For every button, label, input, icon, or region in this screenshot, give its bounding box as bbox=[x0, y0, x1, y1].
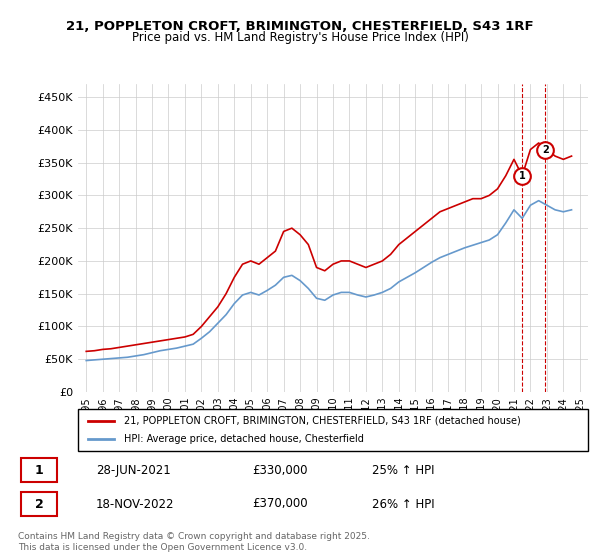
Text: 18-NOV-2022: 18-NOV-2022 bbox=[96, 497, 175, 511]
FancyBboxPatch shape bbox=[21, 492, 57, 516]
Text: HPI: Average price, detached house, Chesterfield: HPI: Average price, detached house, Ches… bbox=[124, 434, 364, 444]
Text: Price paid vs. HM Land Registry's House Price Index (HPI): Price paid vs. HM Land Registry's House … bbox=[131, 31, 469, 44]
Text: 1: 1 bbox=[519, 171, 526, 181]
Text: £370,000: £370,000 bbox=[252, 497, 308, 511]
Text: 21, POPPLETON CROFT, BRIMINGTON, CHESTERFIELD, S43 1RF (detached house): 21, POPPLETON CROFT, BRIMINGTON, CHESTER… bbox=[124, 416, 521, 426]
Text: 2: 2 bbox=[542, 144, 548, 155]
Text: 28-JUN-2021: 28-JUN-2021 bbox=[96, 464, 171, 477]
FancyBboxPatch shape bbox=[78, 409, 588, 451]
Text: Contains HM Land Registry data © Crown copyright and database right 2025.
This d: Contains HM Land Registry data © Crown c… bbox=[18, 532, 370, 552]
Text: 26% ↑ HPI: 26% ↑ HPI bbox=[372, 497, 434, 511]
FancyBboxPatch shape bbox=[21, 458, 57, 483]
Text: 1: 1 bbox=[35, 464, 43, 477]
Text: 21, POPPLETON CROFT, BRIMINGTON, CHESTERFIELD, S43 1RF: 21, POPPLETON CROFT, BRIMINGTON, CHESTER… bbox=[66, 20, 534, 32]
Text: £330,000: £330,000 bbox=[252, 464, 308, 477]
Text: 25% ↑ HPI: 25% ↑ HPI bbox=[372, 464, 434, 477]
Text: 2: 2 bbox=[35, 497, 43, 511]
